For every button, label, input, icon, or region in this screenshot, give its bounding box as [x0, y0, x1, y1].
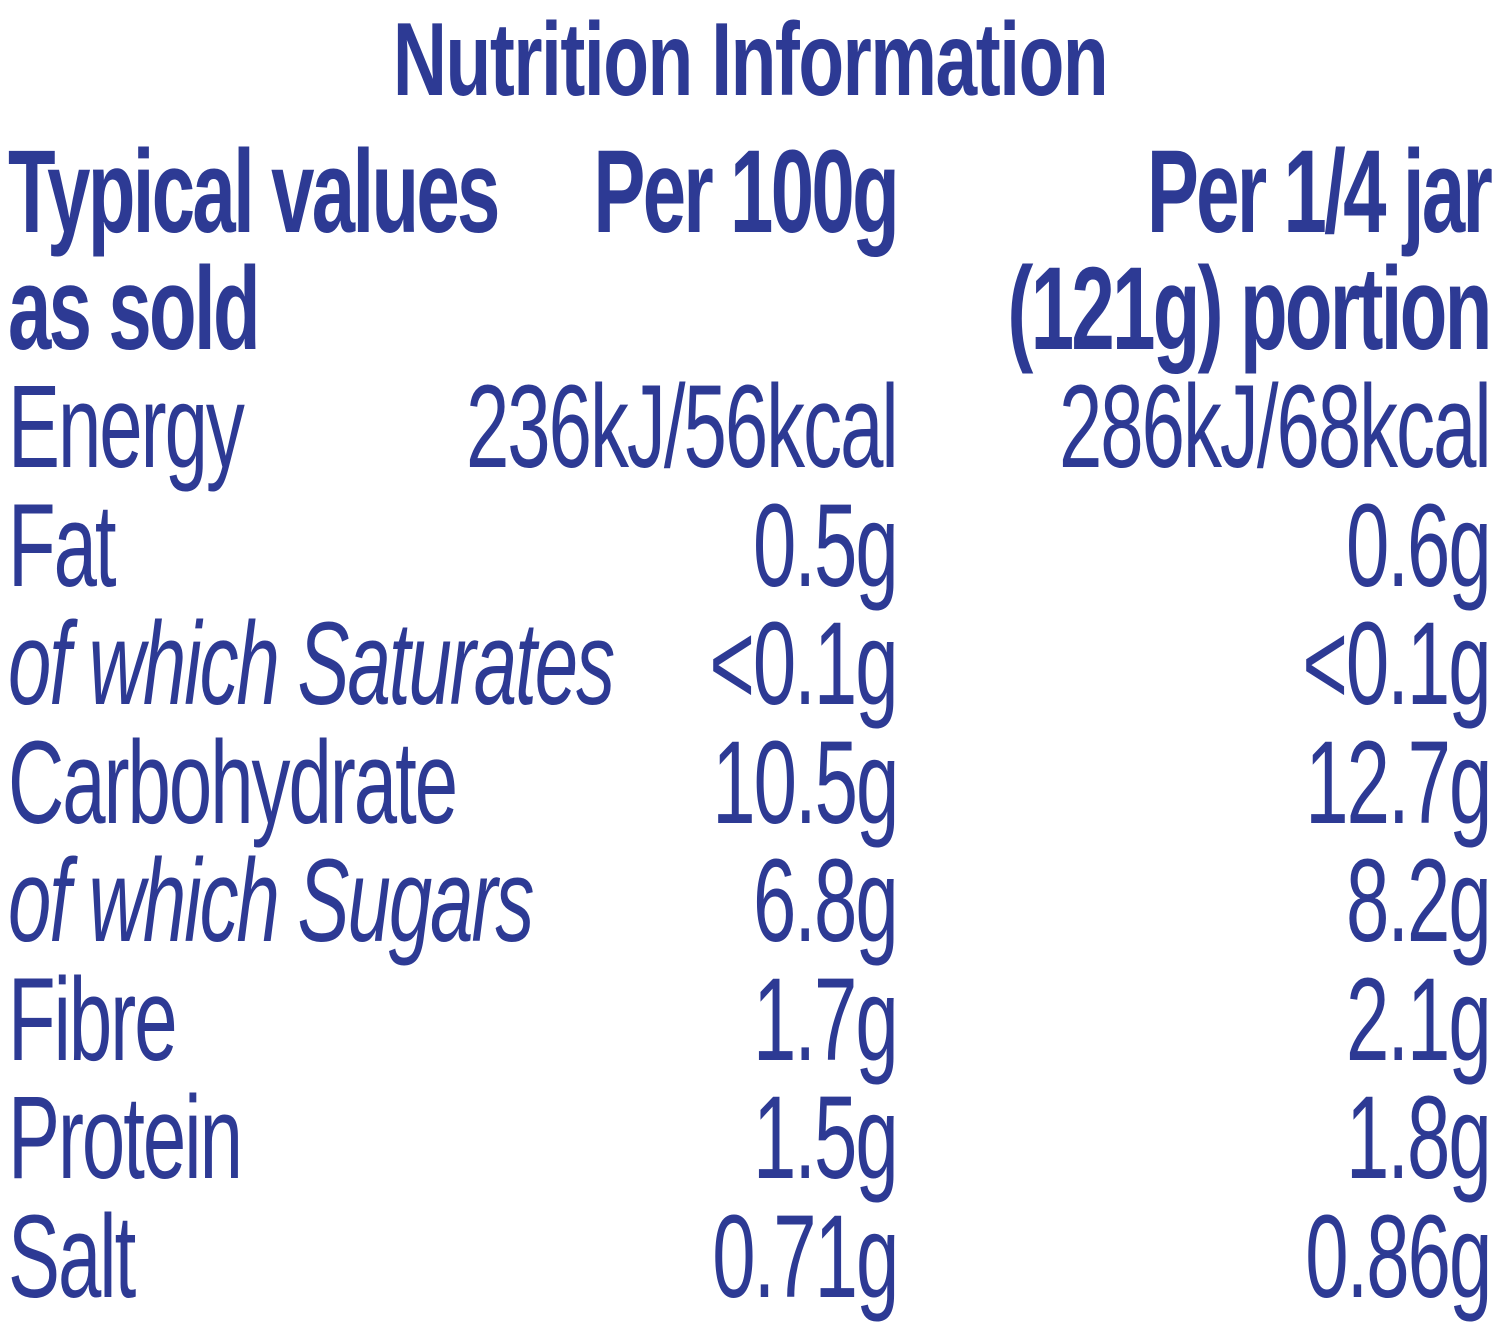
value-per-100g: <0.1g	[709, 598, 899, 730]
nutrient-row: Carbohydrate 10.5g 12.7g	[0, 724, 1500, 842]
value-per-portion: 2.1g	[1346, 953, 1492, 1086]
value-per-portion: 12.7g	[1305, 716, 1492, 849]
nutrient-label: Protein	[8, 1072, 243, 1204]
value-per-portion: 1.8g	[1346, 1072, 1492, 1204]
title-text: Nutrition Information	[392, 2, 1109, 118]
nutrient-label: of which Saturates	[8, 598, 615, 730]
nutrient-label: Salt	[8, 1190, 136, 1323]
nutrient-row: Protein 1.5g 1.8g	[0, 1079, 1500, 1197]
nutrient-row: Fibre 1.7g 2.1g	[0, 961, 1500, 1079]
nutrient-row: of which Sugars 6.8g 8.2g	[0, 842, 1500, 960]
value-per-100g: 0.71g	[712, 1190, 899, 1323]
value-per-portion: <0.1g	[1302, 598, 1492, 730]
value-per-100g: 0.5g	[753, 479, 899, 612]
value-per-100g: 6.8g	[753, 835, 899, 967]
header-row-2: as sold (121g) portion	[0, 250, 1500, 368]
nutrient-label: Fat	[8, 479, 117, 612]
nutrient-label: of which Sugars	[8, 835, 534, 967]
header-per-portion: Per 1/4 jar	[1146, 126, 1493, 258]
value-per-100g: 1.5g	[753, 1072, 899, 1204]
nutrient-label: Carbohydrate	[8, 716, 458, 849]
value-per-portion: 0.6g	[1346, 479, 1492, 612]
value-per-100g: 236kJ/56kcal	[466, 361, 899, 493]
value-per-portion: 8.2g	[1346, 835, 1492, 967]
value-per-100g: 1.7g	[753, 953, 899, 1086]
value-per-100g: 10.5g	[712, 716, 899, 849]
value-per-portion: 286kJ/68kcal	[1059, 361, 1492, 493]
nutrient-row: Salt 0.71g 0.86g	[0, 1198, 1500, 1316]
nutrient-label: Energy	[8, 361, 245, 493]
nutrient-row: of which Saturates <0.1g <0.1g	[0, 605, 1500, 723]
value-per-portion: 0.86g	[1305, 1190, 1492, 1323]
header-typical-values: Typical values	[8, 126, 500, 258]
header-portion-size: (121g) portion	[1007, 243, 1493, 375]
nutrient-row: Energy 236kJ/56kcal 286kJ/68kcal	[0, 368, 1500, 486]
header-per-100g: Per 100g	[593, 126, 899, 258]
nutrient-label: Fibre	[8, 953, 178, 1086]
header-as-sold: as sold	[8, 243, 261, 375]
nutrition-title: Nutrition Information	[0, 0, 1500, 120]
nutrient-row: Fat 0.5g 0.6g	[0, 487, 1500, 605]
header-row-1: Typical values Per 100g Per 1/4 jar	[0, 133, 1500, 251]
